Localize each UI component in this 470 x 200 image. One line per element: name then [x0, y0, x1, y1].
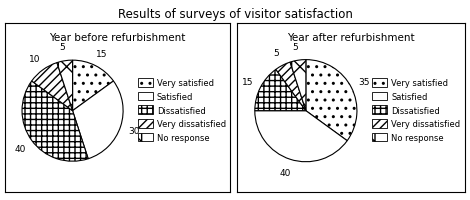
Wedge shape [255, 70, 306, 111]
Wedge shape [72, 61, 113, 111]
Wedge shape [276, 63, 306, 111]
Text: 35: 35 [358, 77, 370, 86]
Text: Year before refurbishment: Year before refurbishment [49, 32, 186, 42]
Wedge shape [72, 82, 123, 159]
Wedge shape [255, 111, 347, 162]
Text: 15: 15 [242, 77, 253, 86]
Legend: Very satisfied, Satisfied, Dissatisfied, Very dissatisfied, No response: Very satisfied, Satisfied, Dissatisfied,… [135, 76, 228, 145]
Text: 40: 40 [280, 168, 291, 177]
Wedge shape [31, 63, 72, 111]
Wedge shape [57, 61, 72, 111]
Text: Year after refurbishment: Year after refurbishment [288, 32, 415, 42]
Text: 5: 5 [60, 43, 65, 52]
Text: 30: 30 [128, 127, 140, 135]
Wedge shape [290, 60, 306, 111]
Text: 40: 40 [15, 144, 26, 153]
Legend: Very satisfied, Satisfied, Dissatisfied, Very dissatisfied, No response: Very satisfied, Satisfied, Dissatisfied,… [369, 76, 463, 145]
Text: 10: 10 [29, 55, 40, 64]
Wedge shape [22, 82, 88, 161]
Text: 15: 15 [96, 49, 108, 58]
Text: Results of surveys of visitor satisfaction: Results of surveys of visitor satisfacti… [118, 8, 352, 21]
Wedge shape [306, 60, 357, 141]
Text: 5: 5 [293, 42, 298, 51]
Text: 5: 5 [274, 49, 279, 58]
